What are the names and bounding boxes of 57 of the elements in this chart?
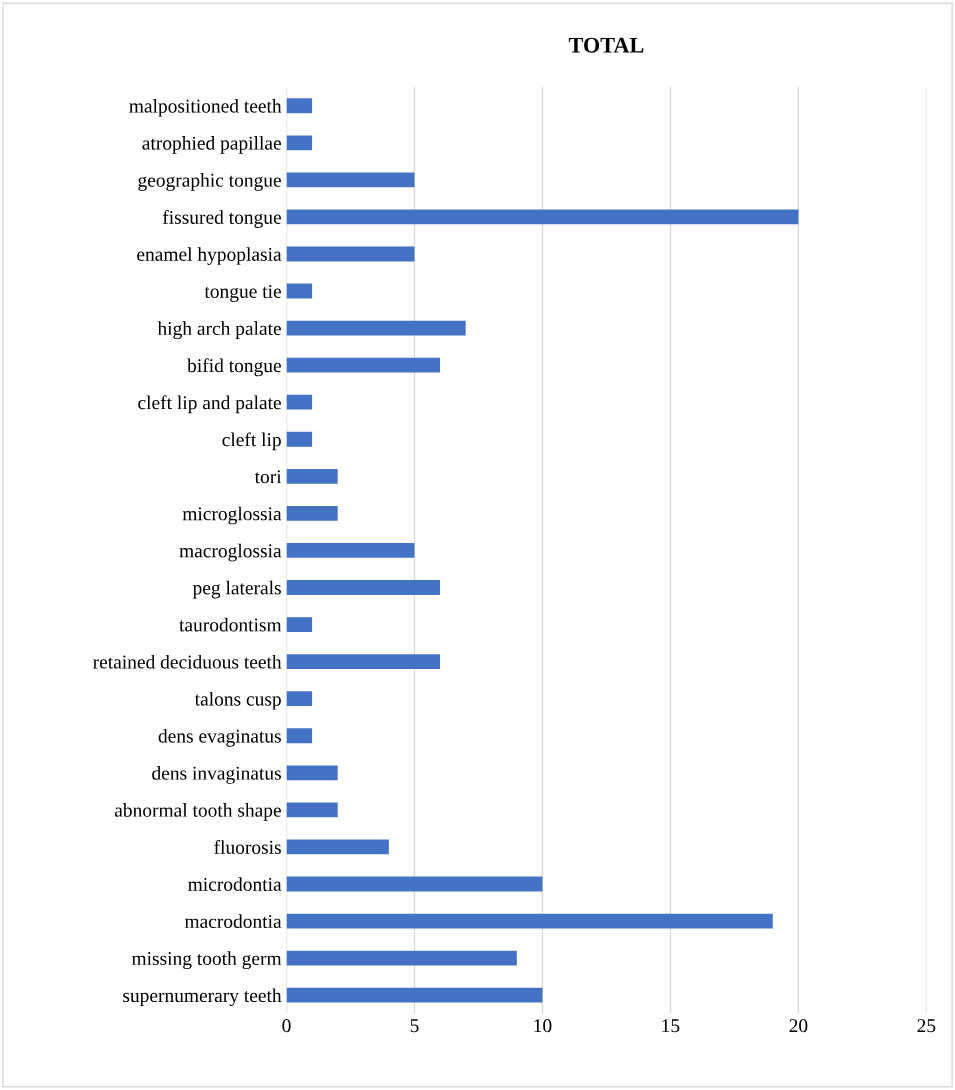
y-tick-label: tori [254, 470, 282, 484]
bar [286, 246, 415, 262]
x-tick-label: 5 [410, 1019, 419, 1033]
y-tick-label: peg laterals [192, 580, 281, 599]
x-tick-label: 20 [789, 1019, 808, 1033]
y-tick-label: macrodontia [184, 914, 282, 928]
bar [286, 654, 441, 670]
bar [286, 691, 313, 707]
bar [286, 209, 799, 225]
bar [286, 839, 389, 855]
y-tick-label: abnormal tooth shape [114, 803, 281, 821]
bar [286, 617, 313, 632]
bar [286, 765, 338, 781]
y-tick-label: microdontia [188, 877, 282, 891]
y-tick-label: bifid tongue [187, 358, 281, 377]
y-tick-label: geographic tongue [138, 173, 281, 191]
bar [286, 468, 338, 484]
x-tick-label: 0 [282, 1019, 291, 1033]
y-tick-label: cleft lip and palate [138, 395, 281, 414]
bar [286, 98, 313, 114]
y-tick-label: fluorosis [214, 839, 281, 854]
bar [286, 172, 415, 188]
bar [286, 283, 313, 299]
y-tick-label: high arch palate [157, 321, 281, 340]
y-tick-label: enamel hypoplasia [137, 247, 282, 265]
x-tick-label: 10 [534, 1019, 552, 1033]
bar [286, 357, 441, 373]
y-tick-label: missing tooth germ [131, 951, 282, 970]
y-tick-label: taurodontism [179, 617, 282, 632]
y-tick-label: malpositioned teeth [129, 98, 282, 117]
bar [286, 876, 543, 892]
bar [286, 913, 773, 929]
bar [286, 431, 313, 447]
y-tick-label: dens invaginatus [152, 766, 281, 784]
x-tick-label: 25 [917, 1019, 936, 1033]
bar [286, 950, 517, 966]
y-tick-label: supernumerary teeth [123, 988, 282, 1007]
y-tick-label: fissured tongue [162, 210, 281, 228]
bar [286, 580, 441, 595]
bar [286, 394, 313, 410]
y-tick-label: microglossia [182, 506, 282, 525]
y-tick-label: retained deciduous teeth [93, 654, 282, 669]
bar [286, 543, 415, 558]
y-tick-label: atrophied papillae [142, 136, 281, 154]
bar [286, 802, 338, 818]
y-tick-label: macroglossia [179, 543, 282, 562]
y-tick-label: cleft lip [222, 432, 281, 451]
x-tick-label: 15 [662, 1019, 680, 1033]
bar [286, 505, 338, 521]
chart-title: TOTAL [568, 37, 644, 53]
bar [286, 135, 313, 151]
y-tick-label: tongue tie [204, 284, 281, 302]
bar [286, 320, 466, 336]
y-tick-label: dens evaginatus [158, 729, 281, 747]
bar [286, 987, 543, 1003]
y-tick-label: talons cusp [194, 691, 281, 710]
bar [286, 728, 313, 744]
